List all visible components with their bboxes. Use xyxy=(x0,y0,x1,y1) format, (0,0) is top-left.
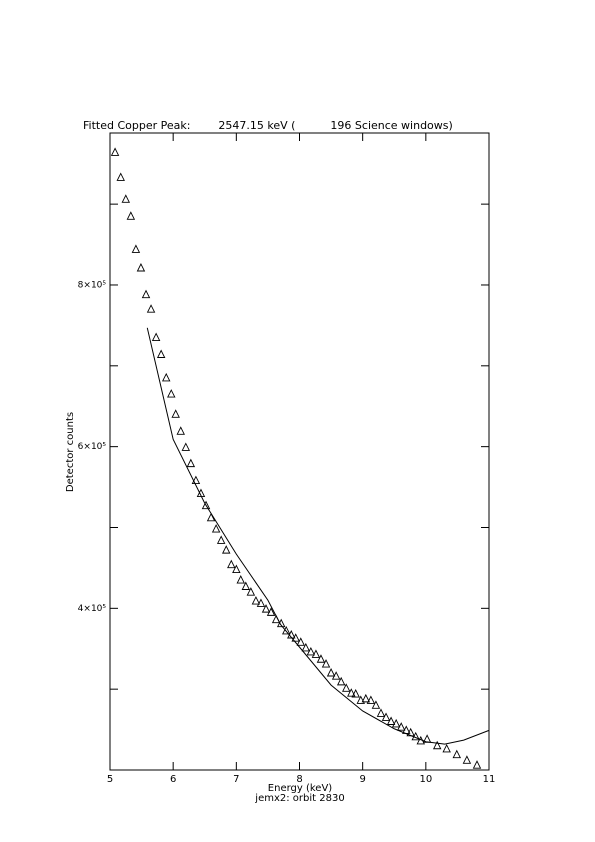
data-point xyxy=(311,649,321,658)
x-axis-label: Energy (keV) xyxy=(268,783,333,794)
data-point xyxy=(176,426,185,435)
data-point xyxy=(361,693,371,703)
data-point xyxy=(232,564,241,573)
data-point xyxy=(141,289,151,299)
data-point xyxy=(381,712,391,721)
y-tick-label: 8×10⁵ xyxy=(78,280,107,290)
plot-frame xyxy=(109,132,490,771)
data-point xyxy=(442,743,451,753)
data-point xyxy=(156,349,166,358)
data-point xyxy=(366,695,376,704)
data-point xyxy=(452,749,462,759)
data-point xyxy=(206,512,216,522)
data-point xyxy=(171,409,180,418)
data-point xyxy=(391,718,401,728)
data-point xyxy=(227,559,236,569)
data-point xyxy=(347,688,356,697)
data-point xyxy=(201,500,211,510)
data-point xyxy=(236,575,245,584)
subtitle: jemx2: orbit 2830 xyxy=(254,793,344,804)
data-point xyxy=(396,722,406,731)
data-point xyxy=(282,625,291,635)
x-tick-label: 7 xyxy=(233,774,239,785)
data-point xyxy=(376,708,386,717)
chart-title: Fitted Copper Peak: 2547.15 keV ( 196 Sc… xyxy=(83,119,453,132)
data-point xyxy=(331,671,341,680)
data-point xyxy=(306,646,316,656)
data-point xyxy=(351,689,360,698)
data-point xyxy=(181,442,191,451)
data-point xyxy=(336,676,346,686)
y-tick-label: 6×10⁵ xyxy=(78,442,107,452)
data-point xyxy=(221,545,231,554)
data-point xyxy=(126,211,136,220)
data-point xyxy=(186,458,196,468)
data-point xyxy=(211,524,221,533)
x-tick-label: 5 xyxy=(107,774,113,785)
data-point xyxy=(326,667,336,677)
fit-line xyxy=(146,327,490,745)
data-point xyxy=(110,147,120,156)
data-point xyxy=(321,659,331,668)
data-point xyxy=(146,304,156,313)
data-point xyxy=(167,389,176,398)
x-tick-label: 10 xyxy=(419,774,432,785)
data-point xyxy=(121,194,131,203)
data-point xyxy=(131,244,141,253)
data-point xyxy=(371,700,381,709)
data-point xyxy=(291,633,300,642)
data-point xyxy=(151,332,161,341)
data-point xyxy=(136,262,146,272)
x-tick-label: 9 xyxy=(359,774,365,785)
data-point xyxy=(342,683,351,692)
data-point xyxy=(161,372,171,382)
data-point xyxy=(256,598,266,607)
x-tick-label: 6 xyxy=(170,774,176,785)
x-tick-label: 11 xyxy=(483,774,496,785)
data-point xyxy=(432,740,442,750)
data-point xyxy=(246,587,256,596)
data-point xyxy=(356,695,365,704)
data-point xyxy=(316,654,326,663)
data-point xyxy=(472,760,482,769)
data-point xyxy=(191,475,201,485)
data-point xyxy=(462,755,472,764)
data-point xyxy=(241,581,251,590)
data-point xyxy=(216,535,226,544)
y-tick-label: 4×10⁵ xyxy=(78,604,107,614)
data-point xyxy=(116,172,125,181)
data-point xyxy=(386,716,396,725)
x-tick-label: 8 xyxy=(296,774,302,785)
data-point xyxy=(266,607,276,616)
data-point xyxy=(296,637,305,646)
y-axis-label: Detector counts xyxy=(65,412,76,492)
data-point xyxy=(261,604,271,613)
data-point xyxy=(251,596,261,605)
data-point xyxy=(301,642,311,652)
